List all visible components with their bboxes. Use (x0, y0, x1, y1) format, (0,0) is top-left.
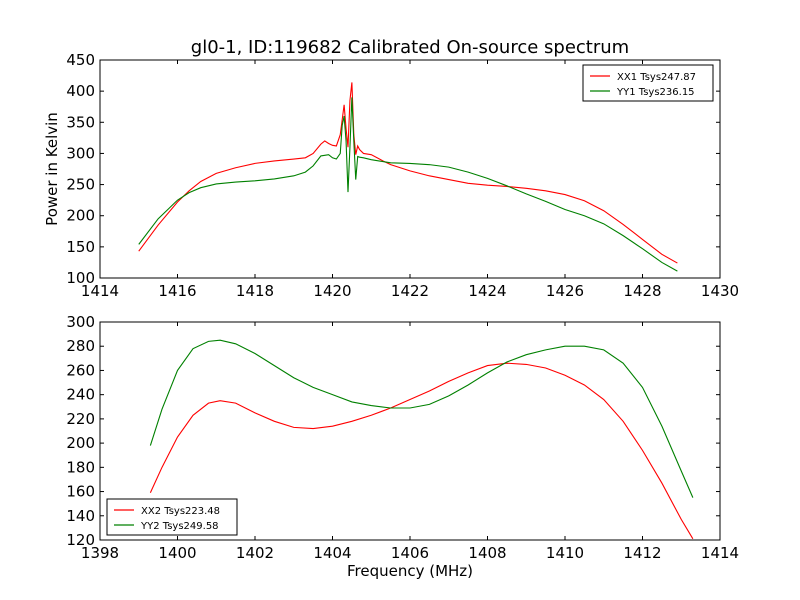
x-tick-label: 1422 (391, 282, 429, 300)
x-tick-label: 1402 (236, 544, 274, 562)
y-tick-label: 200 (66, 207, 95, 225)
legend: XX1 Tsys247.87 YY1 Tsys236.15 (582, 64, 714, 102)
y-tick-label: 120 (66, 531, 95, 549)
x-tick-label: 1416 (158, 282, 196, 300)
x-tick-label: 1420 (313, 282, 351, 300)
y-tick-label: 200 (66, 434, 95, 452)
legend-entry-label: YY1 Tsys236.15 (616, 87, 695, 98)
legend-box (582, 64, 714, 102)
x-tick-label: 1428 (623, 282, 661, 300)
legend-entry-label: XX1 Tsys247.87 (617, 72, 696, 83)
x-tick-label: 1430 (701, 282, 739, 300)
y-tick-label: 400 (66, 82, 95, 100)
series-line-1-2 (138, 97, 678, 272)
series-line-2-1 (149, 362, 694, 540)
bottom-subplot: 1398 1400 1402 1404 1406 1408 1410 1412 1414 120 1… (66, 313, 739, 580)
x-tick-label: 1414 (701, 544, 739, 562)
y-tick-label: 250 (66, 176, 95, 194)
x-tick-label: 1414 (81, 282, 119, 300)
x-tick-label: 1424 (468, 282, 506, 300)
y-tick-label: 240 (66, 386, 95, 404)
y-tick-label: 300 (66, 313, 95, 331)
y-tick-label: 100 (66, 269, 95, 287)
top-subplot: 1414 1416 1418 1420 1422 1424 1426 1428 1430 100 1… (43, 51, 739, 300)
x-tick-label: 1404 (313, 544, 351, 562)
x-tick-label: 1418 (236, 282, 274, 300)
y-tick-label: 450 (66, 51, 95, 69)
x-tick-label: 1426 (546, 282, 584, 300)
y-tick-label: 280 (66, 337, 95, 355)
legend: XX2 Tsys223.48 YY2 Tsys249.58 (106, 498, 238, 536)
x-tick-label: 1410 (546, 544, 584, 562)
y-tick-label: 140 (66, 507, 95, 525)
x-tick-label: 1408 (468, 544, 506, 562)
legend-box (106, 498, 238, 536)
x-axis-label: Frequency (MHz) (347, 562, 473, 580)
x-tick-label: 1406 (391, 544, 429, 562)
y-tick-label: 220 (66, 410, 95, 428)
y-tick-label: 260 (66, 361, 95, 379)
y-tick-label: 160 (66, 483, 95, 501)
legend-entry-label: XX2 Tsys223.48 (141, 506, 220, 517)
x-tick-label: 1400 (158, 544, 196, 562)
y-tick-label: 350 (66, 113, 95, 131)
chart-title: gl0-1, ID:119682 Calibrated On-source sp… (191, 37, 629, 58)
x-tick-label: 1412 (623, 544, 661, 562)
series-line-2-2 (149, 339, 694, 498)
y-axis-label: Power in Kelvin (43, 112, 61, 226)
y-tick-label: 150 (66, 238, 95, 256)
legend-entry-label: YY2 Tsys249.58 (140, 521, 219, 532)
x-tick-label: 1398 (81, 544, 119, 562)
y-tick-label: 180 (66, 458, 95, 476)
y-tick-label: 300 (66, 144, 95, 162)
